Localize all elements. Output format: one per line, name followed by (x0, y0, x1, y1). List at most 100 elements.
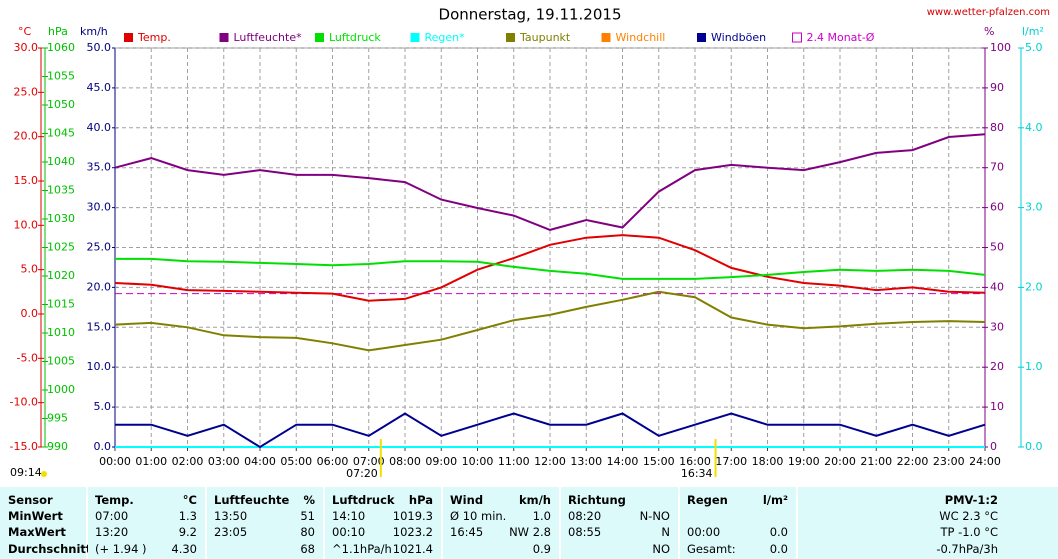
table-column: Luftdruck hPa 14:10 1019.3 00:10 1023.2 ^1.1hP… (325, 487, 441, 559)
x-tick-label: 20:00 (824, 455, 856, 468)
table-cell: 0.0 (769, 542, 788, 556)
table-cell: 08:55 (568, 525, 602, 539)
table-header: Regen (687, 493, 728, 507)
table-cell: 0.9 (532, 542, 551, 556)
y-tick-label: 15.0 (87, 320, 112, 333)
sun-label: 07:20 (346, 467, 378, 480)
legend-swatch (410, 33, 420, 42)
table-header: Luftfeuchte (214, 493, 290, 507)
series-line (114, 133, 986, 231)
table-cell: 0.0 (769, 525, 788, 539)
y-tick-label: 15.0 (14, 174, 39, 187)
y-tick-label: 70 (990, 161, 1004, 174)
y-tick-label: 100 (990, 41, 1011, 54)
table-cell: N-NO (639, 509, 670, 523)
table-cell: 80 (300, 525, 315, 539)
legend-label: Windböen (711, 31, 766, 44)
y-tick-label: 1025 (47, 241, 75, 254)
axis-unit: km/h (80, 25, 108, 38)
legend-label: Luftdruck (329, 31, 381, 44)
table-cell: Gesamt: (687, 542, 736, 556)
x-tick-label: 14:00 (607, 455, 639, 468)
y-tick-label: 30.0 (87, 201, 112, 214)
x-tick-label: 13:00 (570, 455, 602, 468)
x-tick-label: 11:00 (498, 455, 530, 468)
y-tick-label: 1045 (47, 127, 75, 140)
y-tick-label: 20 (990, 360, 1004, 373)
x-tick-label: 06:00 (317, 455, 349, 468)
series-line (114, 234, 986, 302)
legend-label: Windchill (616, 31, 666, 44)
table-column: Wind km/h Ø 10 min. 1.0 16:45 NW 2.8 0.9 (443, 487, 559, 559)
x-tick-label: 01:00 (135, 455, 167, 468)
x-tick-label: 19:00 (788, 455, 820, 468)
y-tick-label: 5.0 (1025, 41, 1043, 54)
table-column: Luftfeuchte% 13:50 51 23:05 80 68 (207, 487, 323, 559)
table-cell: 07:00 (95, 509, 129, 523)
y-tick-label: 990 (47, 440, 68, 453)
x-tick-label: 08:00 (389, 455, 421, 468)
table-cell: 1.0 (532, 509, 551, 523)
x-tick-label: 02:00 (172, 455, 204, 468)
y-tick-label: 0 (990, 440, 997, 453)
y-tick-label: 1055 (47, 70, 75, 83)
axis-unit: % (984, 25, 994, 38)
table-cell: 13:50 (214, 509, 248, 523)
stats-table: Sensor MinWert MaxWert Durchschnitt Temp. °C 0… (0, 487, 1058, 559)
table-cell: 14:10 (332, 509, 366, 523)
y-tick-label: -10.0 (10, 396, 38, 409)
table-header: Temp. (95, 493, 134, 507)
table-cell: -0.7hPa/3h (936, 542, 998, 556)
y-tick-label: 50.0 (87, 41, 112, 54)
series-line (115, 257, 986, 280)
legend-swatch (601, 33, 611, 42)
x-tick-label: 24:00 (969, 455, 1001, 468)
x-tick-label: 12:00 (534, 455, 566, 468)
table-cell: NW 2.8 (509, 525, 551, 539)
table-header: Sensor (8, 493, 53, 507)
x-tick-label: 22:00 (897, 455, 929, 468)
table-cell: 9.2 (178, 525, 197, 539)
table-cell: 1023.2 (392, 525, 433, 539)
y-tick-label: 0.0 (21, 307, 39, 320)
legend-swatch (792, 32, 802, 43)
y-tick-label: 1050 (47, 98, 75, 111)
y-tick-label: 4.0 (1025, 121, 1043, 134)
chart: Donnerstag, 19.11.2015 www.wetter-pfalze… (10, 6, 1050, 481)
table-column: Temp. °C 07:00 1.3 13:20 9.2 (+ 1.94 ) 4.30 (88, 487, 205, 559)
y-tick-label: 5.0 (21, 263, 39, 276)
y-tick-label: 40 (990, 280, 1004, 293)
y-tick-label: 45.0 (87, 81, 112, 94)
axis-unit: hPa (48, 25, 68, 38)
legend-label: Luftfeuchte* (234, 31, 303, 44)
legend-label: 2.4 Monat-Ø (807, 31, 875, 44)
table-cell: ^1.1hPa/h (332, 542, 392, 556)
axis-unit: l/m² (1022, 25, 1044, 38)
table-cell: 16:45 (450, 525, 484, 539)
y-tick-label: 40.0 (87, 121, 112, 134)
y-tick-label: 30.0 (14, 41, 39, 54)
y-tick-label: 20.0 (87, 280, 112, 293)
table-cell: 51 (300, 509, 315, 523)
y-tick-label: 25.0 (14, 85, 39, 98)
y-tick-label: 0.0 (1025, 440, 1043, 453)
sun-label: 16:34 (681, 467, 713, 480)
x-tick-label: 07:00 (353, 455, 385, 468)
y-tick-label: 1.0 (1025, 360, 1043, 373)
y-tick-label: 995 (47, 412, 68, 425)
table-cell: Ø 10 min. (450, 509, 507, 523)
x-tick-label: 05:00 (280, 455, 312, 468)
x-tick-label: 15:00 (643, 455, 675, 468)
update-time: 09:14 (10, 466, 42, 479)
legend-label: Regen* (425, 31, 466, 44)
row-label: MaxWert (8, 525, 66, 539)
table-column: Regen l/m² 00:00 0.0 Gesamt: 0.0 (680, 487, 796, 559)
legend-swatch (697, 33, 706, 42)
table-cell: 23:05 (214, 525, 248, 539)
table-header: l/m² (762, 493, 788, 507)
x-tick-label: 03:00 (208, 455, 240, 468)
chart-title: Donnerstag, 19.11.2015 (439, 6, 622, 24)
x-tick-label: 04:00 (244, 455, 276, 468)
table-cell: 1.3 (178, 509, 197, 523)
